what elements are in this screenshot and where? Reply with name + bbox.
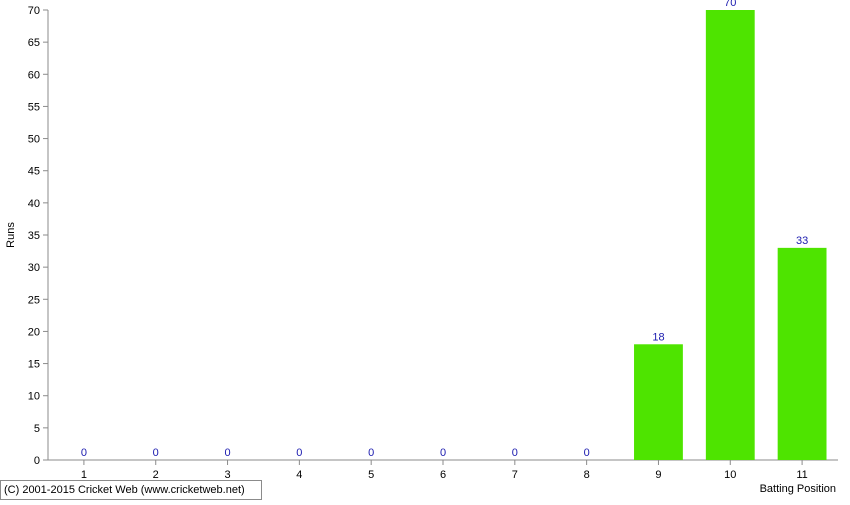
svg-text:9: 9 — [655, 469, 661, 481]
x-axis-title: Batting Position — [760, 483, 836, 495]
y-axis-title: Runs — [5, 222, 17, 248]
svg-text:20: 20 — [28, 326, 40, 338]
copyright-text: (C) 2001-2015 Cricket Web (www.cricketwe… — [4, 484, 245, 496]
svg-text:11: 11 — [796, 469, 807, 481]
svg-text:30: 30 — [28, 262, 40, 274]
chart-svg: 0510152025303540455055606570 12345678910… — [0, 0, 850, 500]
svg-text:15: 15 — [28, 359, 40, 371]
svg-text:60: 60 — [28, 69, 40, 81]
svg-text:6: 6 — [440, 469, 446, 481]
bar-value-label: 0 — [224, 447, 230, 459]
x-axis: 1234567891011 — [48, 460, 838, 481]
svg-text:5: 5 — [34, 423, 40, 435]
bar-value-label: 0 — [81, 447, 87, 459]
svg-text:55: 55 — [28, 101, 40, 113]
bar-value-label: 0 — [584, 447, 590, 459]
svg-text:4: 4 — [296, 469, 302, 481]
svg-text:50: 50 — [28, 134, 40, 146]
bar-value-label: 33 — [796, 235, 808, 247]
svg-text:7: 7 — [512, 469, 518, 481]
svg-text:25: 25 — [28, 294, 40, 306]
chart-container: 0510152025303540455055606570 12345678910… — [0, 0, 850, 500]
bars-group: 0 0 0 0 0 0 0 0 18 70 33 — [81, 0, 827, 460]
bar-value-label: 0 — [368, 447, 374, 459]
svg-text:45: 45 — [28, 166, 40, 178]
bar — [634, 344, 683, 460]
svg-text:65: 65 — [28, 37, 40, 49]
svg-text:10: 10 — [28, 391, 40, 403]
y-axis: 0 5 10 15 20 25 30 35 40 45 50 55 60 65 70 — [28, 5, 48, 467]
bar-value-label: 18 — [652, 331, 664, 343]
svg-text:70: 70 — [28, 5, 40, 17]
svg-text:0: 0 — [34, 455, 40, 467]
svg-text:8: 8 — [584, 469, 590, 481]
svg-text:35: 35 — [28, 230, 40, 242]
bar — [778, 248, 827, 460]
bar — [706, 10, 755, 460]
bar-value-label: 0 — [296, 447, 302, 459]
bar-value-label: 70 — [724, 0, 736, 9]
svg-text:5: 5 — [368, 469, 374, 481]
bar-value-label: 0 — [153, 447, 159, 459]
svg-text:10: 10 — [724, 469, 736, 481]
bar-value-label: 0 — [440, 447, 446, 459]
bar-value-label: 0 — [512, 447, 518, 459]
svg-text:40: 40 — [28, 198, 40, 210]
